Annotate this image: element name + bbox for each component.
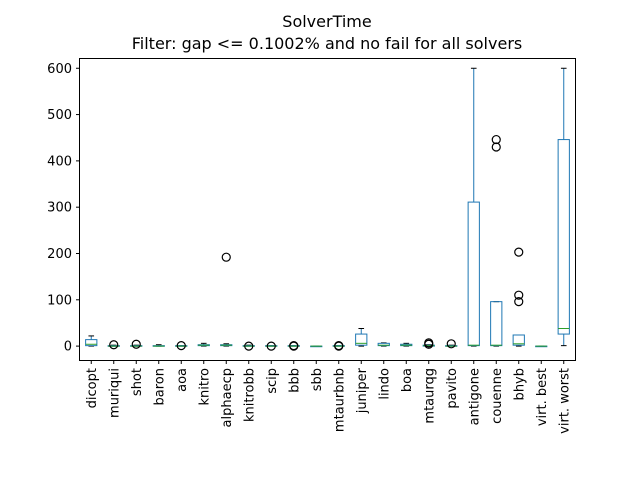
x-tick-label: mtaurbnb — [332, 368, 347, 432]
outlier-point — [131, 339, 141, 349]
box-21 — [557, 67, 570, 347]
x-tick-label: aoa — [175, 368, 190, 392]
box-iqr — [512, 334, 525, 346]
box-5 — [197, 342, 210, 347]
box-iqr — [490, 301, 503, 347]
outlier-point — [514, 297, 524, 307]
x-tick-label: antigone — [467, 368, 482, 425]
outlier-point — [424, 338, 434, 348]
box-iqr — [355, 333, 368, 346]
box-3 — [152, 344, 165, 347]
y-tick-label: 100 — [47, 293, 72, 308]
x-tick-label: muriqui — [107, 368, 122, 418]
x-tick-label: scip — [265, 368, 280, 394]
outlier-point — [514, 290, 524, 300]
chart-title: SolverTime — [282, 12, 371, 31]
box-6 — [220, 252, 233, 347]
x-tick-label: alphaecp — [220, 368, 235, 427]
box-19 — [512, 247, 525, 347]
box-11 — [332, 341, 345, 351]
box-4 — [175, 341, 188, 351]
box-1 — [107, 340, 120, 350]
box-8 — [265, 341, 278, 351]
x-tick-label: baron — [152, 368, 167, 405]
box-7 — [242, 341, 255, 351]
x-tick-label: dicopt — [85, 368, 100, 408]
x-tick-label: boa — [400, 368, 415, 392]
y-tick-label: 600 — [47, 62, 72, 77]
box-2 — [130, 339, 143, 349]
x-tick-label: couenne — [490, 368, 505, 424]
box-12 — [355, 328, 368, 347]
outlier-point — [221, 252, 231, 262]
y-tick-label: 300 — [47, 201, 72, 216]
outlier-point — [491, 142, 501, 152]
chart-subtitle: Filter: gap <= 0.1002% and no fail for a… — [132, 34, 522, 53]
outlier-point — [109, 340, 119, 350]
box-iqr — [467, 201, 480, 347]
outlier-point — [244, 341, 254, 351]
box-13 — [377, 342, 390, 347]
box-14 — [400, 342, 413, 347]
box-10 — [310, 345, 323, 348]
outlier-point — [446, 339, 456, 349]
outlier-point — [334, 341, 344, 351]
y-tick-label: 200 — [47, 247, 72, 262]
x-tick-label: juniper — [355, 367, 370, 414]
outlier-point — [514, 247, 524, 257]
outlier-point — [289, 341, 299, 351]
box-18 — [490, 134, 503, 347]
box-15 — [422, 338, 435, 349]
box-iqr — [557, 139, 570, 335]
box-16 — [445, 339, 458, 349]
x-tick-label: mtaurqg — [422, 368, 437, 424]
x-tick-label: bhyb — [512, 368, 527, 400]
outlier-point — [266, 341, 276, 351]
x-tick-label: knitro — [197, 368, 212, 406]
y-tick-label: 500 — [47, 108, 72, 123]
x-tick-label: shot — [130, 368, 145, 396]
box-9 — [287, 341, 300, 351]
box-17 — [467, 67, 480, 347]
x-tick-label: knitrobb — [242, 368, 257, 422]
x-tick-label: lindo — [377, 368, 392, 400]
outlier-point — [176, 341, 186, 351]
outlier-point — [491, 134, 501, 145]
plot-frame — [79, 58, 576, 361]
box-iqr — [85, 339, 98, 347]
x-tick-label: bbb — [287, 368, 302, 393]
x-tick-label: virt. best — [535, 368, 550, 426]
x-tick-label: sbb — [310, 368, 325, 391]
x-tick-label: pavito — [445, 368, 460, 409]
box-20 — [535, 345, 548, 348]
box-0 — [85, 335, 98, 347]
x-tick-label: virt. worst — [557, 368, 572, 434]
y-tick-label: 400 — [47, 154, 72, 169]
y-tick-label: 0 — [64, 340, 72, 355]
